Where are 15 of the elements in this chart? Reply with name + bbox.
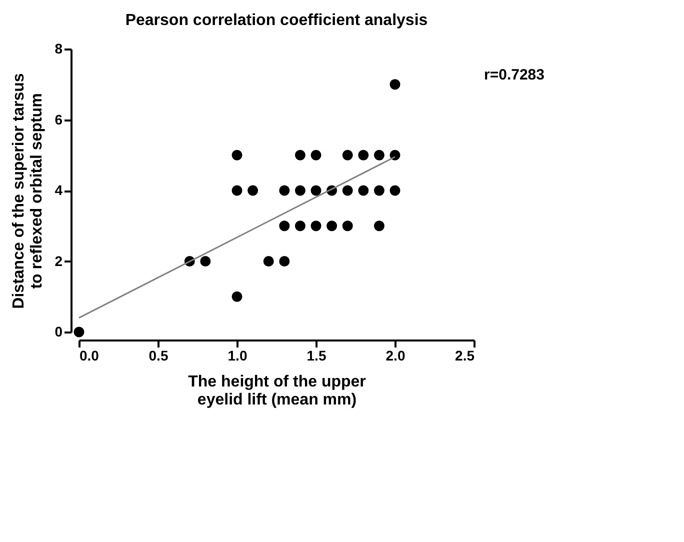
x-tick-label: 2.0 (386, 348, 406, 364)
text: r=0.7283 (484, 66, 544, 84)
x-tick-label: 1.5 (306, 348, 326, 364)
chart-title: Pearson correlation coefficient analysis (125, 12, 428, 29)
y-tick-label: 4 (54, 182, 63, 198)
x-axis-title: The height of the upper eyelid lift (mean mm) (188, 374, 366, 408)
y-tick-label: 2 (54, 252, 63, 269)
y-tick-label: 8 (54, 40, 63, 56)
x-tick-label: 0.0 (80, 348, 100, 364)
y-axis-title: Distance of the superior tarsus to reflexed orbital septum (10, 73, 46, 309)
x-tick-label: 2.5 (455, 348, 475, 364)
y-tick-label: 0 (54, 324, 63, 340)
y-tick-label: 6 (54, 111, 63, 128)
x-tick-label: 1.0 (228, 348, 248, 364)
x-tick-label: 0.5 (148, 348, 168, 364)
